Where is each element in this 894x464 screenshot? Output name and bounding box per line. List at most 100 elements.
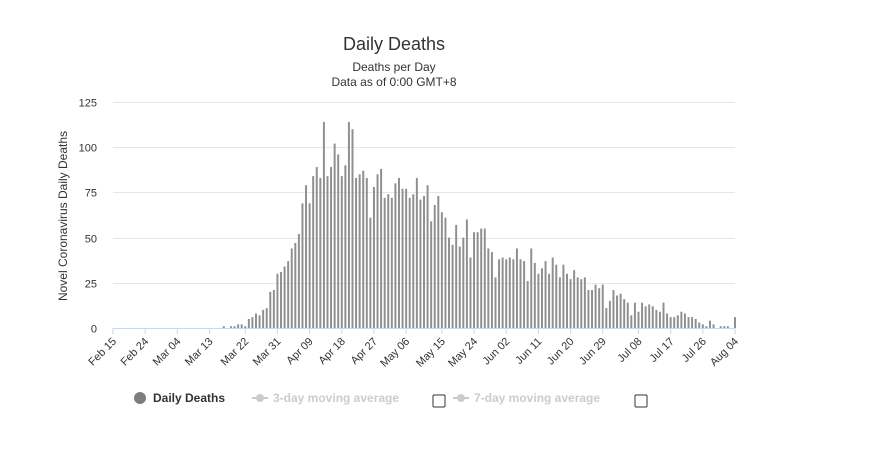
- bar[interactable]: [573, 270, 576, 328]
- bar[interactable]: [330, 167, 333, 328]
- bar[interactable]: [526, 280, 529, 328]
- bar[interactable]: [726, 326, 729, 328]
- bar[interactable]: [505, 259, 508, 328]
- bar[interactable]: [255, 313, 257, 328]
- bar[interactable]: [519, 259, 522, 328]
- bar[interactable]: [644, 306, 647, 328]
- bar[interactable]: [630, 315, 633, 328]
- bar[interactable]: [276, 273, 279, 328]
- bar[interactable]: [533, 262, 536, 328]
- bar[interactable]: [401, 188, 404, 328]
- bar[interactable]: [494, 277, 497, 328]
- bar[interactable]: [655, 309, 658, 328]
- bar[interactable]: [508, 257, 511, 328]
- bar[interactable]: [297, 233, 300, 328]
- bar[interactable]: [676, 315, 679, 328]
- bar[interactable]: [698, 322, 701, 328]
- bar[interactable]: [437, 196, 440, 328]
- bar[interactable]: [458, 246, 461, 328]
- bar[interactable]: [723, 326, 726, 328]
- bar[interactable]: [558, 277, 561, 328]
- bar[interactable]: [651, 306, 654, 328]
- bar[interactable]: [383, 197, 386, 328]
- bar[interactable]: [473, 232, 476, 328]
- bar[interactable]: [272, 290, 275, 328]
- bar[interactable]: [326, 176, 329, 328]
- bar[interactable]: [369, 217, 372, 328]
- bar[interactable]: [347, 121, 350, 328]
- bar[interactable]: [287, 261, 290, 328]
- bar[interactable]: [301, 203, 304, 328]
- bar[interactable]: [397, 177, 400, 328]
- bar[interactable]: [322, 121, 325, 328]
- bar[interactable]: [265, 308, 268, 328]
- bar[interactable]: [376, 174, 379, 328]
- bar[interactable]: [430, 221, 433, 328]
- bar[interactable]: [483, 228, 486, 328]
- bar[interactable]: [605, 308, 608, 328]
- bar[interactable]: [591, 290, 593, 328]
- bar[interactable]: [515, 248, 518, 328]
- bar[interactable]: [687, 317, 690, 328]
- bar[interactable]: [305, 185, 308, 328]
- bar[interactable]: [648, 304, 651, 329]
- bar[interactable]: [583, 277, 586, 328]
- bar[interactable]: [719, 326, 722, 328]
- bar[interactable]: [462, 237, 465, 328]
- bar[interactable]: [705, 326, 708, 328]
- bar[interactable]: [372, 186, 375, 328]
- bar[interactable]: [415, 177, 418, 328]
- bar[interactable]: [637, 311, 640, 328]
- bar[interactable]: [419, 199, 422, 328]
- bar[interactable]: [333, 143, 336, 328]
- bar[interactable]: [551, 257, 554, 328]
- bar[interactable]: [380, 168, 383, 328]
- bar[interactable]: [315, 167, 318, 328]
- bar[interactable]: [580, 279, 583, 328]
- bar[interactable]: [269, 291, 272, 328]
- bar[interactable]: [537, 273, 540, 328]
- bar[interactable]: [387, 194, 390, 328]
- bar[interactable]: [669, 317, 672, 328]
- bar[interactable]: [569, 279, 572, 328]
- bar[interactable]: [258, 315, 261, 328]
- bar[interactable]: [673, 317, 676, 328]
- bar[interactable]: [294, 243, 297, 328]
- legend-item-daily-deaths[interactable]: Daily Deaths: [134, 391, 225, 405]
- bar[interactable]: [544, 261, 547, 328]
- bar[interactable]: [290, 248, 293, 328]
- bar[interactable]: [712, 324, 715, 328]
- bar[interactable]: [440, 212, 443, 328]
- bar[interactable]: [319, 177, 322, 328]
- bar[interactable]: [426, 185, 429, 328]
- bar[interactable]: [351, 129, 354, 328]
- bar[interactable]: [355, 177, 358, 328]
- bar[interactable]: [362, 170, 365, 328]
- bar[interactable]: [344, 165, 347, 328]
- bar[interactable]: [501, 257, 504, 328]
- bar[interactable]: [487, 248, 490, 328]
- bar[interactable]: [308, 203, 311, 328]
- bar[interactable]: [229, 326, 232, 328]
- bar[interactable]: [465, 219, 468, 328]
- bar[interactable]: [480, 228, 483, 328]
- bar[interactable]: [237, 324, 240, 328]
- bar[interactable]: [701, 324, 704, 328]
- bar[interactable]: [222, 326, 225, 328]
- bar[interactable]: [662, 302, 665, 328]
- bar[interactable]: [616, 295, 619, 328]
- bar[interactable]: [408, 197, 411, 328]
- bar[interactable]: [598, 288, 601, 328]
- bar[interactable]: [612, 290, 615, 328]
- bar[interactable]: [498, 259, 501, 328]
- bar[interactable]: [658, 311, 661, 328]
- bar[interactable]: [394, 183, 397, 328]
- bar[interactable]: [626, 302, 629, 328]
- bar[interactable]: [594, 284, 597, 328]
- bar[interactable]: [694, 318, 697, 328]
- bar[interactable]: [490, 252, 493, 328]
- bar[interactable]: [555, 264, 558, 328]
- bar[interactable]: [523, 261, 526, 328]
- bar[interactable]: [619, 293, 622, 328]
- bar[interactable]: [337, 154, 340, 328]
